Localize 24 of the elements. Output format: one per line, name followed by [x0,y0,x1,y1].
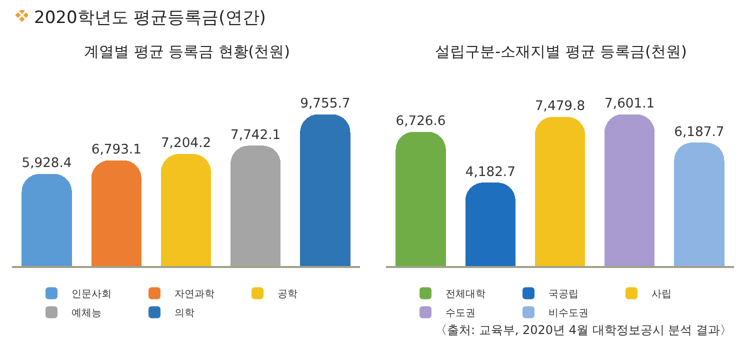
data-label: 5,928.4 [22,156,72,172]
data-label: 7,601.1 [604,96,655,112]
legend-label: 비수도권 [548,308,588,320]
data-label: 7,204.2 [160,136,212,152]
data-label: 6,793.1 [91,142,142,158]
data-label: 6,187.7 [674,124,724,140]
data-label: 7,479.8 [534,99,586,114]
legend-label: 예체능 [72,308,102,320]
chart-title: 계열별 평균 등록금 현황(천원) [84,42,290,61]
legend-label: 인문사회 [72,289,112,300]
chart-title: 설립구분-소재지별 평균 등록금(천원) [435,42,687,61]
legend-label: 공학 [278,289,298,300]
data-label: 6,726.6 [396,114,446,130]
legend-label: 국공립 [548,289,578,300]
text: 〈출처: 교육부, 2020년 4월 대학정보공시 분석 결과〉 [435,323,732,337]
legend-label: 수도권 [446,308,476,320]
legend-label: 의학 [174,308,194,320]
data-label: 4,182.7 [465,164,516,180]
text: 2020학년도 평균등록금(연간) [34,6,266,28]
data-label: 9,755.7 [300,96,350,112]
legend-label: 사립 [652,289,672,300]
legend-label: 자연과학 [174,289,214,300]
legend-label: 전체대학 [446,289,486,300]
data-label: 7,742.1 [230,128,281,143]
